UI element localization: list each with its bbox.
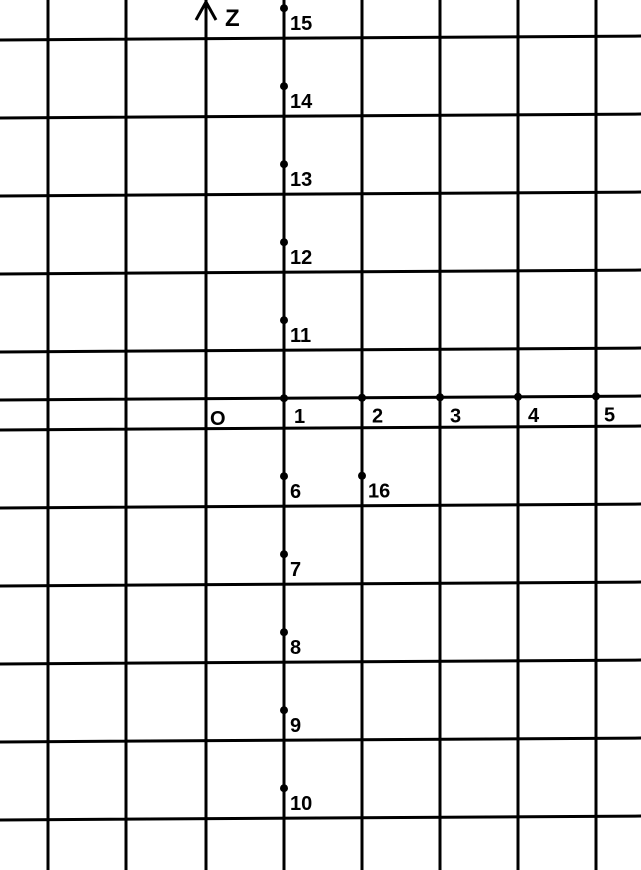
nodes: 12345678910111213141516 [280,4,615,815]
node-label: 3 [450,405,461,427]
node-point [280,316,288,324]
grid-horizontal [0,816,641,820]
node-label: 4 [528,405,540,427]
grid-horizontal [0,348,641,352]
node-point [280,394,288,402]
node-label: 13 [290,169,312,191]
node-point [280,4,288,12]
node-label: 10 [290,793,312,815]
node-label: 12 [290,247,312,269]
grid-horizontal [0,582,641,586]
origin-label: O [210,408,226,430]
node-point [280,784,288,792]
grid-lines [0,0,641,870]
node-label: 6 [290,481,301,503]
grid-horizontal [0,114,641,118]
node-label: 1 [294,406,305,428]
grid-horizontal [0,192,641,196]
x-axis-line [0,396,641,400]
node-point [514,393,522,401]
node-label: 11 [290,325,311,347]
node-point [280,628,288,636]
node-label: 9 [290,715,301,737]
node-label: 7 [290,559,301,581]
axis-label: Z [225,5,240,32]
node-label: 8 [290,637,301,659]
node-point [280,706,288,714]
grid-horizontal [0,504,641,508]
node-point [280,550,288,558]
node-point [436,393,444,401]
grid-horizontal [0,36,641,40]
node-point [280,238,288,246]
node-point [358,472,366,480]
node-label: 5 [604,404,615,426]
grid-horizontal [0,738,641,742]
node-label: 15 [290,13,312,35]
node-point [358,394,366,402]
node-label: 14 [290,91,313,113]
node-point [280,82,288,90]
grid-horizontal [0,270,641,274]
node-label: 16 [368,481,390,503]
axis: ZO [196,2,240,430]
grid-horizontal [0,660,641,664]
node-point [592,392,600,400]
grid-horizontal [0,426,641,430]
node-point [280,160,288,168]
node-point [280,472,288,480]
grid-diagram: ZO 12345678910111213141516 [0,0,641,870]
node-label: 2 [372,406,383,428]
